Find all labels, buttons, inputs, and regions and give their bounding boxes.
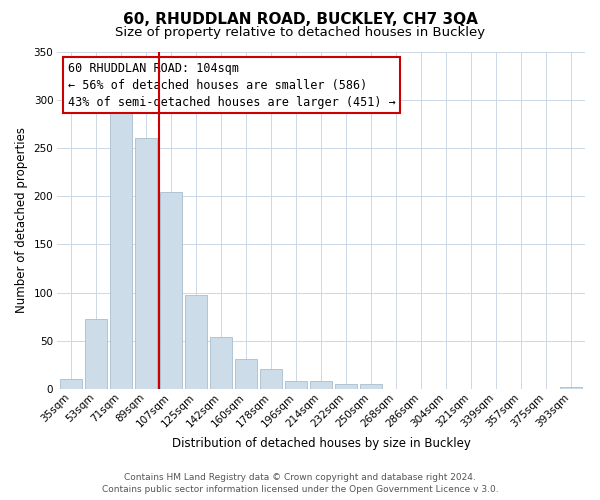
Bar xyxy=(260,369,283,389)
Y-axis label: Number of detached properties: Number of detached properties xyxy=(15,128,28,314)
Bar xyxy=(360,384,382,389)
Bar xyxy=(210,337,232,389)
Text: 60 RHUDDLAN ROAD: 104sqm
← 56% of detached houses are smaller (586)
43% of semi-: 60 RHUDDLAN ROAD: 104sqm ← 56% of detach… xyxy=(68,62,396,108)
Bar xyxy=(285,382,307,389)
Bar xyxy=(560,387,583,389)
Bar xyxy=(310,382,332,389)
Text: Contains HM Land Registry data © Crown copyright and database right 2024.
Contai: Contains HM Land Registry data © Crown c… xyxy=(101,472,499,494)
X-axis label: Distribution of detached houses by size in Buckley: Distribution of detached houses by size … xyxy=(172,437,470,450)
Bar xyxy=(60,380,82,389)
Bar xyxy=(110,112,133,389)
Bar xyxy=(160,192,182,389)
Bar xyxy=(335,384,358,389)
Bar xyxy=(185,296,208,389)
Text: Size of property relative to detached houses in Buckley: Size of property relative to detached ho… xyxy=(115,26,485,39)
Bar xyxy=(235,359,257,389)
Bar xyxy=(85,318,107,389)
Bar xyxy=(135,138,157,389)
Text: 60, RHUDDLAN ROAD, BUCKLEY, CH7 3QA: 60, RHUDDLAN ROAD, BUCKLEY, CH7 3QA xyxy=(122,12,478,28)
